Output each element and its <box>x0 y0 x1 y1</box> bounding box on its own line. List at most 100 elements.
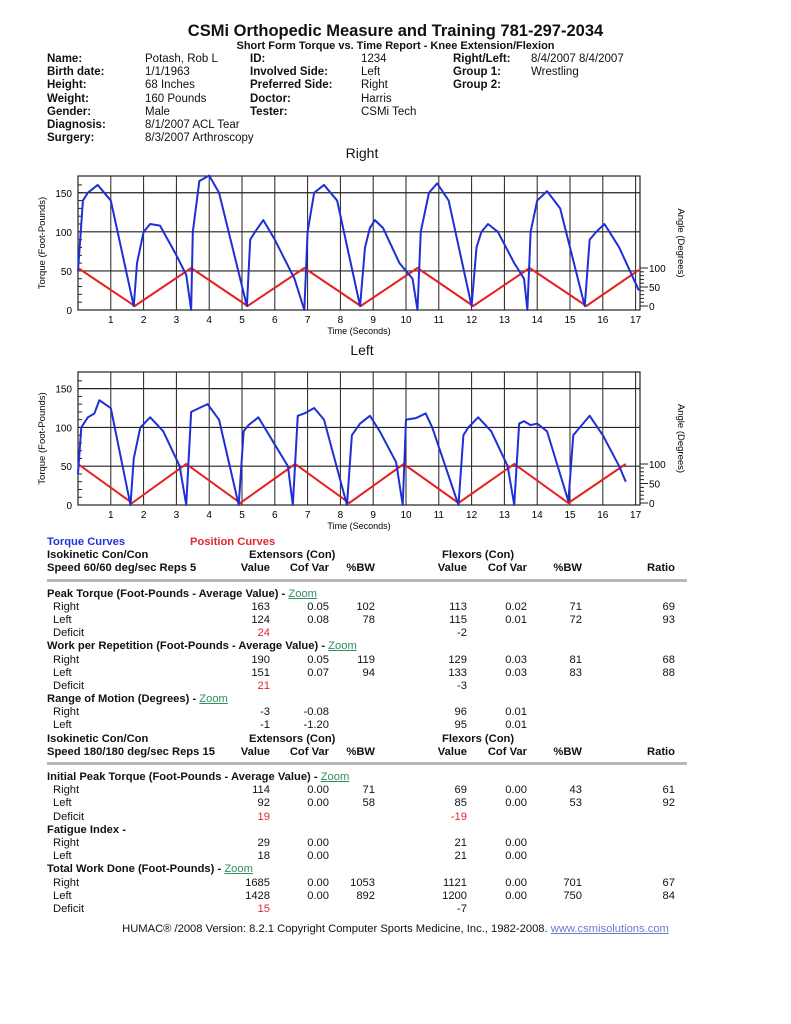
cell-value: 0.01 <box>505 613 527 626</box>
table-row: Left 1428 0.00 892 1200 0.00 750 84 <box>47 890 687 903</box>
cell-value: 114 <box>252 784 270 797</box>
cell-value: -3 <box>260 706 270 719</box>
row-label: Left <box>53 613 72 626</box>
cell-value: 151 <box>251 666 270 679</box>
group-title-row: Range of Motion (Degrees) - Zoom <box>47 693 687 706</box>
table-row: Left 151 0.07 94 133 0.03 83 88 <box>47 667 687 680</box>
cell-value <box>329 680 375 693</box>
cell-value: 0.00 <box>307 876 329 889</box>
row-label: Right <box>53 706 80 719</box>
x-tick-label: 16 <box>597 315 609 326</box>
group-title: Initial Peak Torque (Foot-Pounds - Avera… <box>47 771 675 784</box>
info-label: Weight: <box>47 92 89 105</box>
cell-value: 78 <box>362 613 375 626</box>
table-row: Right 1685 0.00 1053 1121 0.00 701 67 <box>47 877 687 890</box>
row-label: Right <box>53 784 80 797</box>
cell-value <box>467 811 527 824</box>
info-label: Group 2: <box>453 79 501 92</box>
y-tick-label: 150 <box>55 385 72 396</box>
table-row: Left 18 0.00 21 0.00 <box>47 850 687 863</box>
footer: HUMAC® /2008 Version: 8.2.1 Copyright Co… <box>0 923 791 936</box>
cell-value: 24 <box>257 627 270 640</box>
cell-value: 892 <box>356 889 375 902</box>
row-label: Deficit <box>53 902 85 915</box>
column-header: Value <box>240 562 270 575</box>
info-value: Harris <box>361 92 392 105</box>
column-header: Value <box>437 562 467 575</box>
y2-tick-label: 50 <box>649 283 661 294</box>
group-title-row: Initial Peak Torque (Foot-Pounds - Avera… <box>47 771 687 784</box>
x-tick-label: 4 <box>206 315 212 326</box>
info-row: Right/Left: 8/4/2007 8/4/2007 <box>453 53 624 66</box>
cell-value: 21 <box>257 679 270 692</box>
table-row: Right 190 0.05 119 129 0.03 81 68 <box>47 654 687 667</box>
speed-label: Speed 180/180 deg/sec Reps 15 <box>47 745 215 758</box>
cell-value: 0.00 <box>505 784 527 797</box>
info-value: 160 Pounds <box>145 92 207 105</box>
group-title-row: Total Work Done (Foot-Pounds) - Zoom <box>47 863 687 876</box>
group-title: Range of Motion (Degrees) - Zoom <box>47 693 675 706</box>
cell-value <box>582 680 675 693</box>
patient-info-col2: ID: 1234 Involved Side: Left Preferred Side:… <box>250 53 416 119</box>
cell-value <box>527 627 582 640</box>
plot-frame <box>77 371 641 506</box>
report-title: CSMi Orthopedic Measure and Training 781… <box>187 22 604 40</box>
x-tick-label: 10 <box>400 315 412 326</box>
table-row: Right -3 -0.08 96 0.01 <box>47 706 687 719</box>
x-tick-label: 15 <box>564 315 576 326</box>
cell-value <box>329 837 375 850</box>
info-label: Height: <box>47 79 87 92</box>
cell-value <box>527 837 582 850</box>
metric-title: Peak Torque (Foot-Pounds - Average Value… <box>47 587 289 600</box>
cell-value: 21 <box>454 836 467 849</box>
cell-value <box>582 811 675 824</box>
zoom-link[interactable]: Zoom <box>320 771 350 783</box>
cell-value: 190 <box>251 653 270 666</box>
x-tick-label: 2 <box>141 315 147 326</box>
row-label: Deficit <box>53 810 85 823</box>
cell-value <box>270 811 329 824</box>
group-title: Peak Torque (Foot-Pounds - Average Value… <box>47 588 675 601</box>
table-row: Deficit 21 -3 <box>47 680 687 693</box>
cell-value: -19 <box>450 810 467 823</box>
cell-value: 84 <box>662 889 675 902</box>
row-label: Left <box>53 850 72 863</box>
x-tick-label: 11 <box>434 510 445 521</box>
cell-value: 163 <box>251 600 270 613</box>
cell-value: 0.00 <box>307 889 329 902</box>
row-label: Right <box>53 653 80 666</box>
flexors-heading: Flexors (Con) <box>442 549 515 562</box>
info-label: Birth date: <box>47 66 105 79</box>
info-label: Right/Left: <box>453 53 511 65</box>
cell-value: 129 <box>448 653 467 666</box>
info-row: Birth date: 1/1/1963 <box>47 66 254 79</box>
website-link[interactable]: www.csmisolutions.com <box>550 923 669 935</box>
y2-tick-label: 100 <box>649 460 666 471</box>
info-row: Group 1: Wrestling <box>453 66 624 79</box>
x-tick-label: 8 <box>338 510 344 521</box>
cell-value <box>527 903 582 916</box>
zoom-link[interactable]: Zoom <box>199 693 228 706</box>
row-label: Deficit <box>53 679 85 692</box>
cell-value: 119 <box>357 653 375 666</box>
cell-value <box>527 850 582 863</box>
group-title-row: Work per Repetition (Foot-Pounds - Avera… <box>47 640 687 653</box>
info-value: Male <box>145 105 170 118</box>
y-tick-label: 50 <box>61 267 73 278</box>
cell-value: 0.01 <box>505 706 527 719</box>
x-tick-label: 3 <box>174 315 180 326</box>
cell-value: 92 <box>662 797 675 810</box>
cell-value: 0.00 <box>505 889 527 902</box>
zoom-link[interactable]: Zoom <box>288 587 318 600</box>
cell-value: 71 <box>569 600 582 613</box>
column-header: Ratio <box>647 745 675 758</box>
zoom-link[interactable]: Zoom <box>224 863 253 876</box>
y2-tick-label: 50 <box>649 480 661 491</box>
x-tick-label: 6 <box>272 510 278 521</box>
cell-value: 115 <box>449 613 467 626</box>
x-tick-label: 3 <box>174 510 180 521</box>
y2-axis-label: Angle (Degrees) <box>675 404 686 473</box>
cell-value: 19 <box>257 810 270 823</box>
zoom-link[interactable]: Zoom <box>328 640 357 653</box>
